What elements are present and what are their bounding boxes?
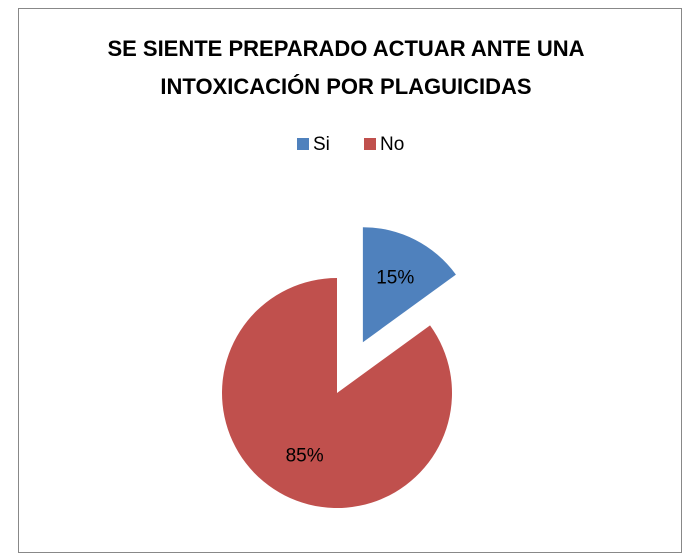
chart-title: SE SIENTE PREPARADO ACTUAR ANTE UNA [107,36,584,61]
legend-swatch [297,138,309,150]
pie-slice [222,278,452,508]
legend-swatch [364,138,376,150]
pie-slice [362,227,456,343]
data-label: 15% [376,268,414,289]
chart-title: INTOXICACIÓN POR PLAGUICIDAS [160,74,531,99]
legend-label: Si [313,134,330,155]
legend-label: No [380,134,404,155]
data-label: 85% [286,446,324,467]
